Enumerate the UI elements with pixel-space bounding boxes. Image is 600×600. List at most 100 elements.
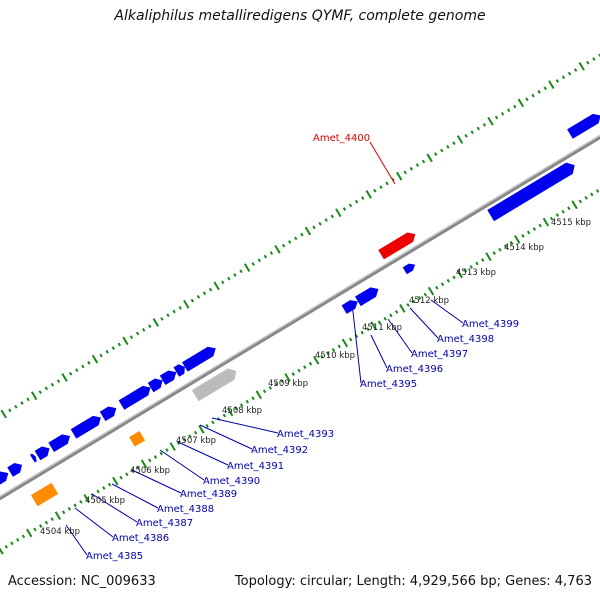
inner-tick	[26, 528, 33, 538]
inner-tick	[337, 344, 341, 349]
inner-tick	[370, 321, 377, 331]
outer-tick	[391, 177, 395, 182]
inner-tick	[125, 472, 129, 477]
gene-amet-4395	[173, 364, 185, 377]
outer-tick	[0, 409, 7, 419]
outer-tick	[81, 364, 85, 369]
inner-tick	[514, 234, 521, 244]
inner-tick	[394, 309, 399, 314]
kbp-tick-label: 4513 kbp	[456, 268, 496, 278]
gene-label: Amet_4387	[136, 518, 193, 529]
outer-tick	[373, 188, 377, 193]
outer-tick	[456, 135, 464, 144]
inner-tick	[136, 465, 140, 470]
outer-tick	[221, 280, 225, 285]
inner-tick	[67, 506, 72, 511]
inner-tick	[475, 261, 479, 266]
outer-tick	[294, 236, 298, 241]
gene-label: Amet_4395	[360, 379, 417, 390]
outer-tick	[312, 225, 316, 230]
inner-tick	[331, 347, 336, 352]
outer-tick	[38, 390, 42, 394]
gene-label: Amet_4392	[251, 445, 308, 456]
label-leader	[131, 469, 182, 494]
outer-tick	[324, 218, 328, 222]
inner-tick	[549, 216, 554, 221]
outer-tick	[361, 196, 365, 200]
outer-tick	[396, 171, 403, 181]
gene-amet-4388	[48, 434, 71, 453]
inner-tick	[280, 379, 284, 383]
gene-amet-4397	[341, 300, 358, 314]
highlight-label-leader	[369, 141, 396, 185]
kbp-tick-label: 4509 kbp	[268, 379, 308, 389]
outer-tick	[61, 373, 68, 382]
gene-amet-4399	[402, 263, 416, 275]
gene-label: Amet_4397	[411, 349, 468, 360]
inner-tick	[140, 459, 148, 469]
inner-tick	[567, 206, 571, 211]
label-leader	[387, 318, 413, 354]
outer-tick	[251, 262, 255, 266]
inner-tick	[211, 420, 215, 425]
outer-tick	[476, 126, 480, 131]
inner-tick	[83, 494, 90, 503]
outer-tick	[99, 353, 103, 358]
inner-tick	[571, 200, 578, 210]
inner-tick	[526, 230, 531, 235]
inner-tick	[205, 423, 209, 428]
outer-tick	[440, 148, 444, 153]
inner-tick	[148, 458, 152, 463]
inner-tick	[446, 278, 450, 283]
inner-tick	[21, 534, 26, 539]
gene-label: Amet_4388	[157, 504, 214, 515]
outer-tick	[20, 401, 24, 405]
outer-tick	[274, 244, 281, 254]
outer-tick	[342, 207, 347, 211]
inner-tick	[255, 390, 263, 400]
inner-tick	[427, 286, 435, 296]
outer-tick	[403, 170, 407, 175]
inner-tick	[440, 282, 445, 287]
outer-tick	[434, 152, 438, 157]
inner-tick	[44, 520, 49, 525]
inner-tick	[10, 541, 14, 546]
outer-tick	[183, 299, 190, 309]
label-leader	[177, 441, 229, 466]
backbone-group	[0, 134, 600, 501]
outer-tick	[335, 208, 342, 218]
inner-tick	[383, 316, 387, 321]
inner-tick	[159, 451, 163, 456]
inner-tick	[452, 275, 456, 280]
gene-amet-4391	[129, 431, 146, 447]
backbone-line	[0, 134, 600, 501]
inner-tick	[169, 442, 176, 451]
inner-tick	[578, 199, 583, 204]
outer-tick	[263, 254, 268, 259]
gene-amet-4398	[355, 287, 379, 307]
inner-tick	[469, 265, 473, 269]
outer-tick	[482, 122, 487, 127]
outer-tick-ring	[0, 53, 600, 419]
inner-tick	[61, 510, 66, 515]
label-leader	[370, 334, 388, 369]
inner-tick	[239, 403, 244, 408]
outer-tick	[172, 309, 176, 314]
label-leader	[111, 483, 159, 509]
inner-tick	[188, 434, 192, 439]
inner-tick	[107, 482, 112, 487]
inner-tick	[555, 213, 560, 218]
kbp-tick-label: 4504 kbp	[40, 527, 80, 537]
inner-tick	[538, 223, 542, 228]
accession-text: Accession: NC_009633	[8, 574, 156, 589]
inner-tick	[308, 361, 313, 366]
kbp-tick-label: 4514 kbp	[504, 243, 544, 253]
outer-tick	[452, 141, 456, 146]
label-leader	[409, 307, 439, 339]
outer-tick	[160, 316, 164, 321]
inner-tick	[313, 355, 320, 365]
inner-tick	[399, 304, 406, 313]
label-leader	[65, 524, 88, 556]
map-title: Alkaliphilus metalliredigens QYMF, compl…	[114, 8, 486, 24]
